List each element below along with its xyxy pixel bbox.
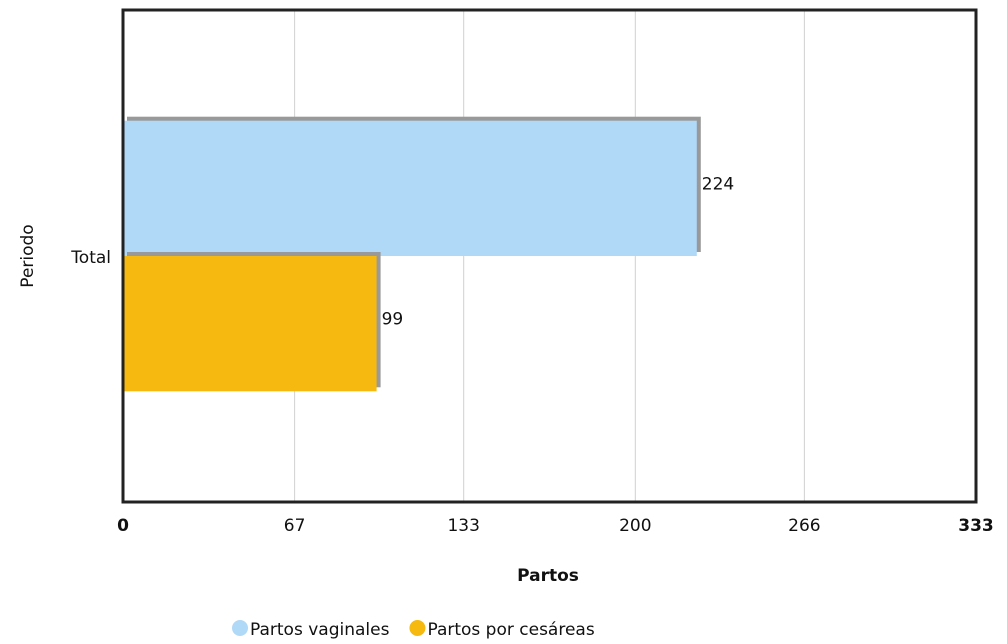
- bar: [123, 256, 377, 392]
- legend-label: Partos vaginales: [250, 620, 390, 640]
- y-tick-label: Total: [70, 248, 111, 268]
- x-tick-label: 333: [958, 516, 994, 536]
- plot-border: [121, 8, 978, 504]
- x-axis-title: Partos: [517, 566, 579, 586]
- x-tick-label: 266: [788, 516, 820, 536]
- x-tick-label: 133: [447, 516, 479, 536]
- value-label: 99: [382, 310, 404, 330]
- value-label: 224: [702, 174, 734, 194]
- x-tick-label: 67: [284, 516, 306, 536]
- x-tick-label: 200: [619, 516, 651, 536]
- y-axis-title: Periodo: [18, 224, 38, 287]
- legend-marker: [409, 620, 426, 636]
- bar: [123, 120, 697, 256]
- legend-label: Partos por cesáreas: [427, 620, 594, 640]
- x-tick-label: 0: [117, 516, 129, 536]
- legend-marker: [232, 620, 248, 636]
